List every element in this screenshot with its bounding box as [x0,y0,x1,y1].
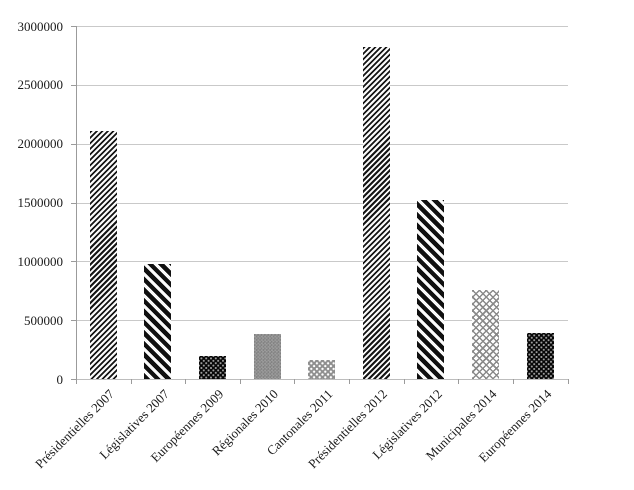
y-axis-label: 1000000 [17,253,64,269]
y-axis-tick [70,26,76,27]
bar-legislatives-2007 [144,263,172,379]
x-axis-tick [239,379,241,384]
bar-regionales-2010 [253,334,281,379]
bar-legislatives-2012 [417,199,445,379]
y-axis-line [76,26,77,380]
gridline [76,26,568,27]
y-axis-label: 2500000 [17,77,64,93]
bar-municipales-2014 [472,290,500,379]
x-axis-tick [130,379,132,384]
gridline [76,202,568,204]
bar-presidentielles-2012 [362,47,390,379]
gridline [76,261,568,263]
bar-europeennes-2009 [199,356,227,379]
y-axis-tick [70,202,76,204]
x-axis-tick [458,379,460,384]
y-axis-tick [70,143,76,145]
y-axis-label: 3000000 [17,18,64,34]
y-axis-tick [70,261,76,263]
x-axis-tick [294,379,296,384]
y-axis-tick [70,84,76,86]
gridline [76,320,568,322]
x-axis-tick [512,379,514,384]
x-axis-tick [349,379,351,384]
y-axis-label: 0 [56,371,64,387]
x-axis-tick [76,379,77,384]
y-axis-label: 500000 [24,312,63,328]
y-axis-tick [70,379,76,380]
y-axis-tick [70,320,76,322]
gridline [76,84,568,86]
y-axis-label: 1500000 [17,195,64,210]
y-axis-label: 2000000 [17,136,64,152]
x-axis-tick [403,379,405,384]
gridline [76,143,568,145]
x-axis-tick [567,379,569,384]
x-axis-tick [185,379,187,384]
x-axis-line [76,379,569,380]
bar-cantonales-2011 [308,360,336,379]
bar-presidentielles-2007 [89,130,117,379]
bar-europeennes-2014 [526,332,554,379]
